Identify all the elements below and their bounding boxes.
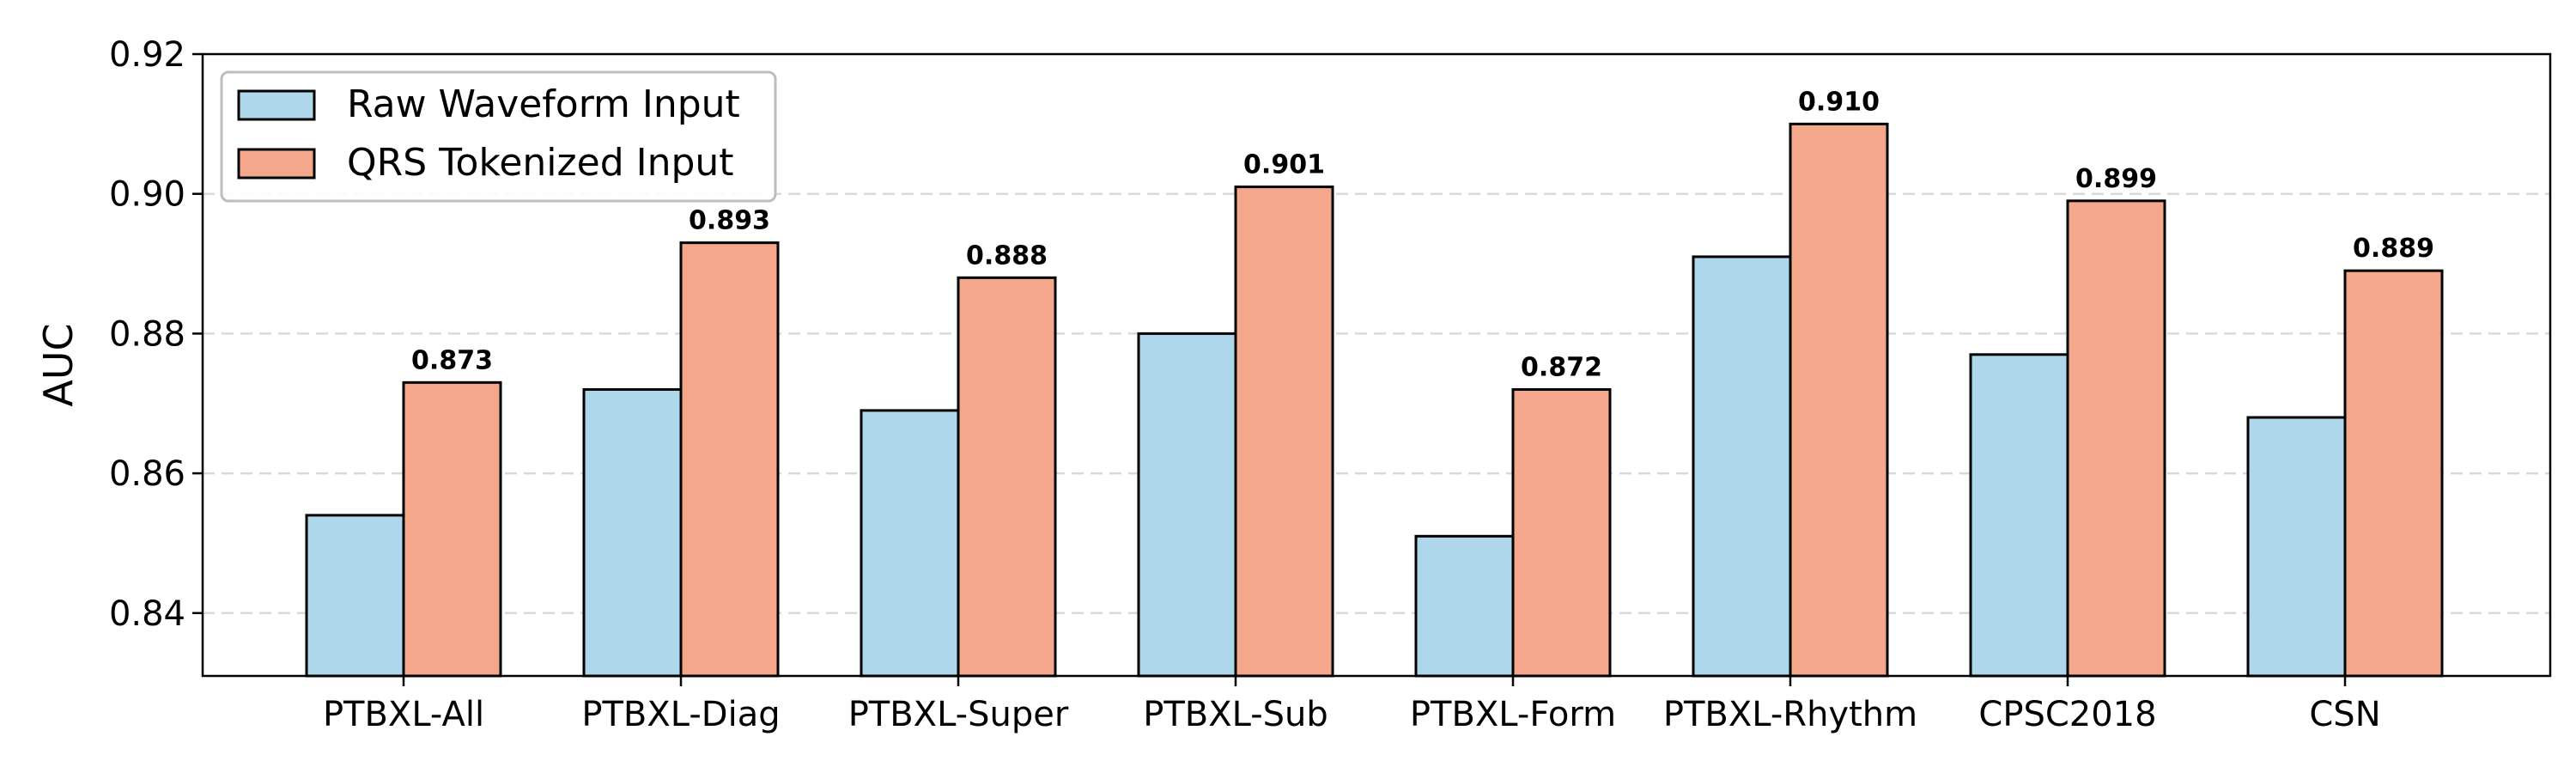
legend-swatch-raw-waveform xyxy=(237,89,316,121)
x-tick-label: CSN xyxy=(2309,695,2380,734)
bar-raw-waveform xyxy=(1414,534,1515,678)
bars xyxy=(305,122,2444,678)
x-tick-label: CPSC2018 xyxy=(1978,695,2156,734)
bar-raw-waveform xyxy=(305,514,405,678)
legend-label-raw-waveform: Raw Waveform Input xyxy=(347,82,740,126)
bar-qrs-tokenized xyxy=(1511,387,1612,678)
bar-value-label: 0.910 xyxy=(1798,87,1880,117)
y-tick-label: 0.92 xyxy=(109,35,185,75)
bar-value-label: 0.899 xyxy=(2075,164,2157,194)
bar-raw-waveform xyxy=(2246,416,2347,678)
grid-lines xyxy=(203,192,2550,615)
bar-raw-waveform xyxy=(1137,332,1237,678)
x-tick-label: PTBXL-Diag xyxy=(581,695,780,734)
bar-value-label: 0.873 xyxy=(411,345,493,375)
bar-qrs-tokenized xyxy=(2066,199,2166,678)
x-tick-label: PTBXL-Rhythm xyxy=(1663,695,1917,734)
y-tick-label: 0.88 xyxy=(109,314,185,354)
bar-raw-waveform xyxy=(1969,353,2069,678)
y-axis: 0.84 0.86 0.88 0.90 0.92 xyxy=(109,35,203,634)
bar-qrs-tokenized xyxy=(402,380,502,678)
y-tick-label: 0.90 xyxy=(109,175,185,215)
bar-qrs-tokenized xyxy=(1789,122,1889,678)
x-tick-label: PTBXL-Super xyxy=(848,695,1069,734)
x-tick-label: PTBXL-Form xyxy=(1410,695,1616,734)
x-tick-label: PTBXL-Sub xyxy=(1143,695,1328,734)
bar-value-label: 0.901 xyxy=(1243,150,1325,180)
legend-label-qrs-tokenized: QRS Tokenized Input xyxy=(347,141,734,185)
y-tick-label: 0.84 xyxy=(109,594,185,634)
bar-raw-waveform xyxy=(860,409,960,678)
bar-value-label: 0.893 xyxy=(689,206,770,236)
bar-value-label: 0.888 xyxy=(966,240,1048,271)
y-axis-title: AUC xyxy=(35,323,82,406)
bar-qrs-tokenized xyxy=(1234,186,1334,678)
x-axis: PTBXL-All PTBXL-Diag PTBXL-Super PTBXL-Sub P… xyxy=(323,676,2381,734)
bar-raw-waveform xyxy=(582,387,683,678)
bar-qrs-tokenized xyxy=(957,276,1057,678)
y-tick-label: 0.86 xyxy=(109,454,185,494)
plot-frame xyxy=(201,52,2552,678)
legend-frame xyxy=(220,70,777,203)
bar-qrs-tokenized xyxy=(2343,269,2444,678)
bar-raw-waveform xyxy=(1692,255,1792,678)
x-tick-label: PTBXL-All xyxy=(323,695,484,734)
legend: Raw Waveform Input QRS Tokenized Input xyxy=(220,70,777,203)
legend-swatch-qrs-tokenized xyxy=(237,148,316,180)
bar-value-label: 0.889 xyxy=(2353,234,2434,264)
bar-value-labels: 0.873 0.893 0.888 0.901 0.872 0.910 0.899 0.889 xyxy=(411,87,2434,382)
bar-qrs-tokenized xyxy=(679,241,780,678)
bar-value-label: 0.872 xyxy=(1521,352,1602,382)
